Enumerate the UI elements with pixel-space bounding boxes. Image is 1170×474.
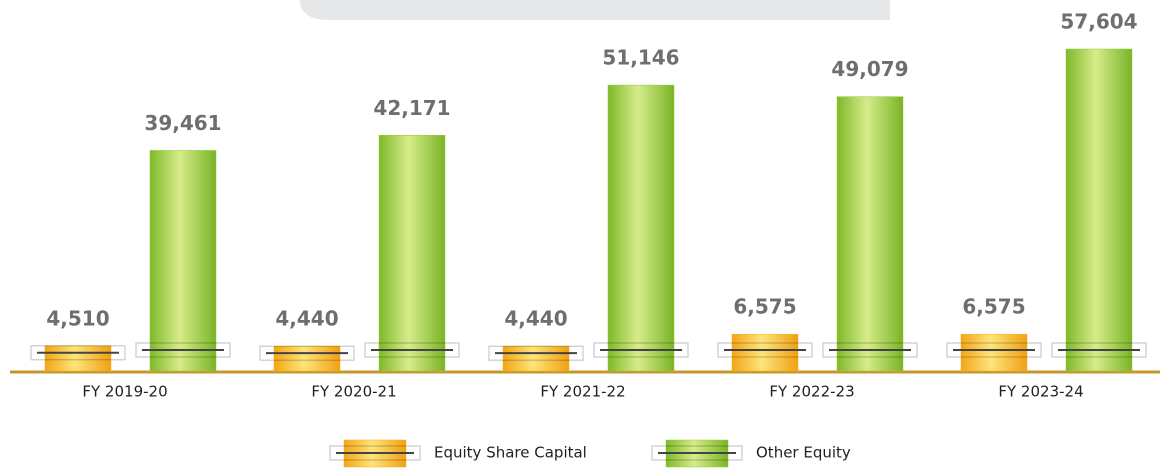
bar: [503, 346, 569, 371]
value-label: 4,440: [275, 307, 338, 331]
bar: [274, 346, 340, 371]
value-label: 39,461: [144, 111, 221, 135]
value-label: 4,440: [504, 307, 567, 331]
legend-label: Equity Share Capital: [434, 444, 587, 462]
legend-label: Other Equity: [756, 444, 851, 462]
bar: [1066, 49, 1132, 371]
bar: [961, 334, 1027, 371]
value-label: 51,146: [602, 46, 679, 70]
value-label: 49,079: [831, 57, 908, 81]
bar: [150, 150, 216, 371]
bar: [379, 135, 445, 371]
value-label: 6,575: [962, 295, 1025, 319]
value-label: 57,604: [1060, 10, 1137, 34]
bar: [608, 85, 674, 371]
chart: FY 2019-20 4,510 39,461 FY 2020-21 4,440 42,1…: [0, 0, 1170, 474]
title-banner: [300, 0, 890, 20]
bar: [45, 346, 111, 371]
bar: [732, 334, 798, 371]
x-tick-label: FY 2019-20: [82, 383, 167, 401]
value-label: 4,510: [46, 306, 109, 330]
x-tick-label: FY 2022-23: [769, 383, 854, 401]
value-label: 6,575: [733, 295, 796, 319]
value-label: 42,171: [373, 96, 450, 120]
x-tick-label: FY 2021-22: [540, 383, 625, 401]
x-tick-label: FY 2020-21: [311, 383, 396, 401]
x-tick-label: FY 2023-24: [998, 383, 1083, 401]
bar: [837, 97, 903, 371]
